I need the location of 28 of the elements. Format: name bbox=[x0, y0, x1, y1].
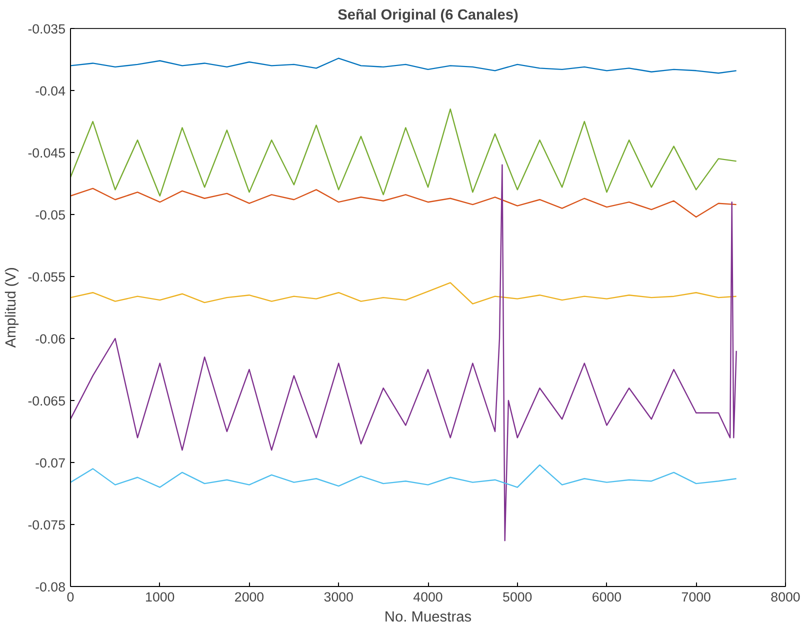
y-tick-label: -0.055 bbox=[28, 270, 66, 284]
x-axis-title: No. Muestras bbox=[384, 610, 472, 626]
x-tick-label: 6000 bbox=[592, 590, 622, 604]
line-series bbox=[70, 464, 737, 488]
x-tick-label: 2000 bbox=[234, 590, 264, 604]
y-tick-label: -0.035 bbox=[28, 22, 66, 36]
x-tick-label: 1000 bbox=[145, 590, 175, 604]
line-series bbox=[70, 188, 737, 218]
line-series bbox=[70, 108, 737, 196]
x-tick-label: 4000 bbox=[413, 590, 443, 604]
y-tick-label: -0.06 bbox=[35, 332, 66, 346]
chart-title: Señal Original (6 Canales) bbox=[338, 8, 519, 24]
y-tick-label: -0.05 bbox=[35, 208, 66, 222]
y-tick-label: -0.04 bbox=[35, 84, 66, 98]
x-tick-label: 5000 bbox=[502, 590, 532, 604]
line-series bbox=[70, 58, 737, 74]
y-tick-label: -0.075 bbox=[28, 518, 66, 532]
x-tick-label: 0 bbox=[66, 590, 74, 604]
y-tick-label: -0.08 bbox=[35, 580, 66, 594]
y-tick-label: -0.045 bbox=[28, 146, 66, 160]
y-axis-title: Amplitud (V) bbox=[4, 267, 20, 348]
y-tick-label: -0.07 bbox=[35, 456, 66, 470]
x-tick-label: 8000 bbox=[770, 590, 800, 604]
line-series bbox=[70, 164, 737, 542]
line-series bbox=[70, 282, 737, 304]
x-tick-label: 7000 bbox=[681, 590, 711, 604]
x-tick-label: 3000 bbox=[324, 590, 354, 604]
y-tick-label: -0.065 bbox=[28, 394, 66, 408]
